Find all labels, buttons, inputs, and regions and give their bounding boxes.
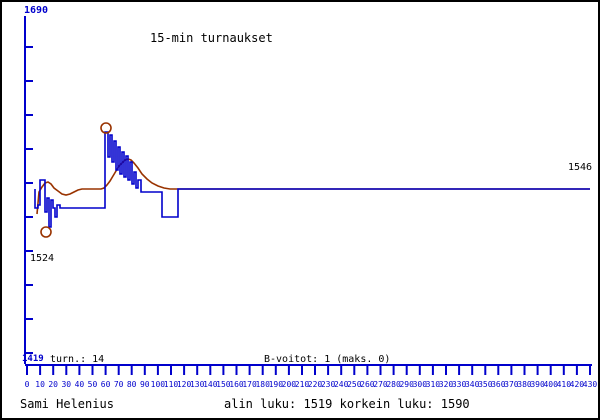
x-axis-tick-label: 50 — [87, 380, 98, 389]
x-axis-tick-label: 300 — [412, 380, 428, 389]
marker-lowest-rating — [40, 226, 52, 238]
x-axis-tick-label: 30 — [61, 380, 72, 389]
x-axis-tick-label: 330 — [451, 380, 467, 389]
lowest-rating-label: 1524 — [30, 253, 55, 264]
x-axis-tick-label: 210 — [294, 380, 310, 389]
x-axis-tick-label: 310 — [425, 380, 441, 389]
x-axis-tick-label: 0 — [24, 380, 30, 389]
x-axis-tick-label: 150 — [216, 380, 231, 389]
x-axis-tick-label: 100 — [150, 380, 166, 389]
x-axis-tick-label: 180 — [255, 380, 270, 389]
x-axis-tick-label: 240 — [333, 380, 349, 389]
y-axis-bottom-label: 1419 — [22, 354, 44, 364]
x-axis-tick-label: 340 — [464, 380, 480, 389]
x-axis-tick-label: 390 — [530, 380, 545, 389]
x-axis-tick-label: 190 — [268, 380, 284, 389]
x-axis-tick-label: 160 — [229, 380, 244, 389]
marker-highest-rating — [100, 122, 112, 134]
x-axis-tick-label: 360 — [491, 380, 506, 389]
x-axis-tick-label: 170 — [242, 380, 257, 389]
series-rating-line — [34, 131, 590, 228]
player-name-label: Sami Helenius — [20, 397, 114, 411]
x-axis-tick-label: 120 — [176, 380, 192, 389]
bwins-label: B-voitot: 1 (maks. 0) — [264, 354, 391, 365]
y-axis-ticks — [25, 46, 33, 354]
x-axis-tick-label: 290 — [399, 380, 414, 389]
x-axis-tick-label: 90 — [139, 380, 150, 389]
x-axis-tick-label: 40 — [74, 380, 85, 389]
rating-stats-label: alin luku: 1519 korkein luku: 1590 — [224, 397, 470, 411]
x-axis-tick-label: 420 — [569, 380, 585, 389]
x-axis-ticks — [26, 365, 591, 375]
x-axis-tick-label: 110 — [163, 380, 179, 389]
x-axis-tick-labels: 0 10 20 30 40 50 60 70 80 90 100 110 120 130 140 150 160… — [2, 380, 598, 392]
x-axis-tick-label: 200 — [281, 380, 297, 389]
x-axis-tick-label: 250 — [347, 380, 362, 389]
x-axis-tick-label: 20 — [48, 380, 59, 389]
x-axis-tick-label: 230 — [320, 380, 336, 389]
x-axis-tick-label: 70 — [113, 380, 124, 389]
x-axis-tick-label: 80 — [126, 380, 137, 389]
y-axis-top-label: 1690 — [24, 5, 49, 16]
current-rating-label: 1546 — [568, 162, 593, 173]
page-title: 15-min turnaukset — [150, 31, 273, 45]
x-axis-tick-label: 410 — [556, 380, 572, 389]
x-axis-tick-label: 350 — [478, 380, 493, 389]
x-axis-tick-label: 380 — [517, 380, 532, 389]
x-axis-tick-label: 400 — [543, 380, 558, 389]
x-axis-tick-label: 260 — [360, 380, 375, 389]
x-axis-tick-label: 140 — [203, 380, 218, 389]
x-axis-tick-label: 370 — [504, 380, 519, 389]
x-axis-tick-label: 430 — [582, 380, 598, 389]
x-axis-tick-label: 60 — [100, 380, 111, 389]
x-axis-tick-label: 280 — [386, 380, 401, 389]
tournament-count-label: turn.: 14 — [50, 354, 105, 365]
x-axis-tick-label: 270 — [373, 380, 388, 389]
series-average-line — [36, 158, 590, 215]
x-axis-tick-label: 320 — [438, 380, 454, 389]
x-axis-tick-label: 10 — [35, 380, 45, 389]
x-axis-tick-label: 220 — [307, 380, 323, 389]
x-axis-tick-label: 130 — [189, 380, 205, 389]
